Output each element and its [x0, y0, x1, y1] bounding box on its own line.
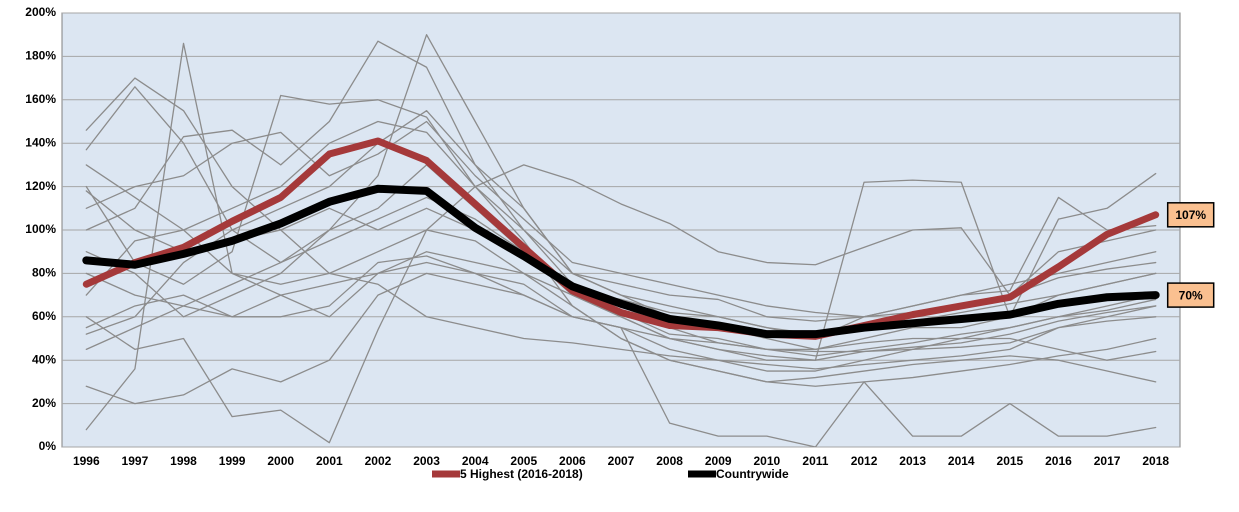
x-tick-label: 2005	[510, 454, 537, 468]
background-line	[85, 34, 1157, 322]
x-tick-label: 2014	[948, 454, 975, 468]
x-tick-label: 2007	[608, 454, 635, 468]
y-tick-label: 140%	[25, 135, 56, 149]
x-tick-label: 1998	[170, 454, 197, 468]
background-line	[85, 164, 1157, 444]
y-tick-label: 160%	[25, 92, 56, 106]
y-tick-label: 0%	[39, 439, 57, 453]
x-tick-label: 2006	[559, 454, 586, 468]
background-line	[85, 261, 1157, 361]
legend-label: Countrywide	[716, 467, 789, 481]
series-line	[82, 184, 1160, 339]
x-tick-label: 2010	[753, 454, 780, 468]
x-tick-label: 1997	[122, 454, 149, 468]
y-tick-label: 120%	[25, 179, 56, 193]
value-label-box	[1166, 282, 1215, 308]
x-tick-label: 2018	[1142, 454, 1169, 468]
x-tick-label: 2017	[1094, 454, 1121, 468]
x-tick-label: 2001	[316, 454, 343, 468]
legend-label: 5 Highest (2016-2018)	[460, 467, 583, 481]
value-label: 107%	[1175, 208, 1206, 222]
x-tick-label: 2009	[705, 454, 732, 468]
x-tick-label: 2013	[899, 454, 926, 468]
x-tick-label: 2000	[267, 454, 294, 468]
x-tick-label: 2004	[462, 454, 489, 468]
background-line	[85, 40, 1157, 350]
background-line	[85, 190, 1157, 335]
x-tick-label: 1999	[219, 454, 246, 468]
x-tick-label: 2012	[851, 454, 878, 468]
value-label: 70%	[1179, 288, 1203, 302]
y-tick-label: 20%	[32, 396, 56, 410]
x-tick-label: 2015	[997, 454, 1024, 468]
x-tick-label: 2002	[365, 454, 392, 468]
y-tick-label: 180%	[25, 49, 56, 63]
x-tick-label: 2008	[656, 454, 683, 468]
background-line	[85, 164, 1157, 383]
y-tick-label: 60%	[32, 309, 56, 323]
y-tick-label: 40%	[32, 352, 56, 366]
x-tick-label: 2016	[1045, 454, 1072, 468]
x-tick-label: 2003	[413, 454, 440, 468]
series-line	[82, 137, 1160, 340]
x-tick-label: 2011	[802, 454, 828, 468]
y-tick-label: 100%	[25, 222, 56, 236]
y-tick-label: 200%	[25, 5, 56, 19]
value-label-box	[1166, 202, 1215, 228]
y-tick-label: 80%	[32, 266, 56, 280]
x-tick-label: 1996	[73, 454, 100, 468]
